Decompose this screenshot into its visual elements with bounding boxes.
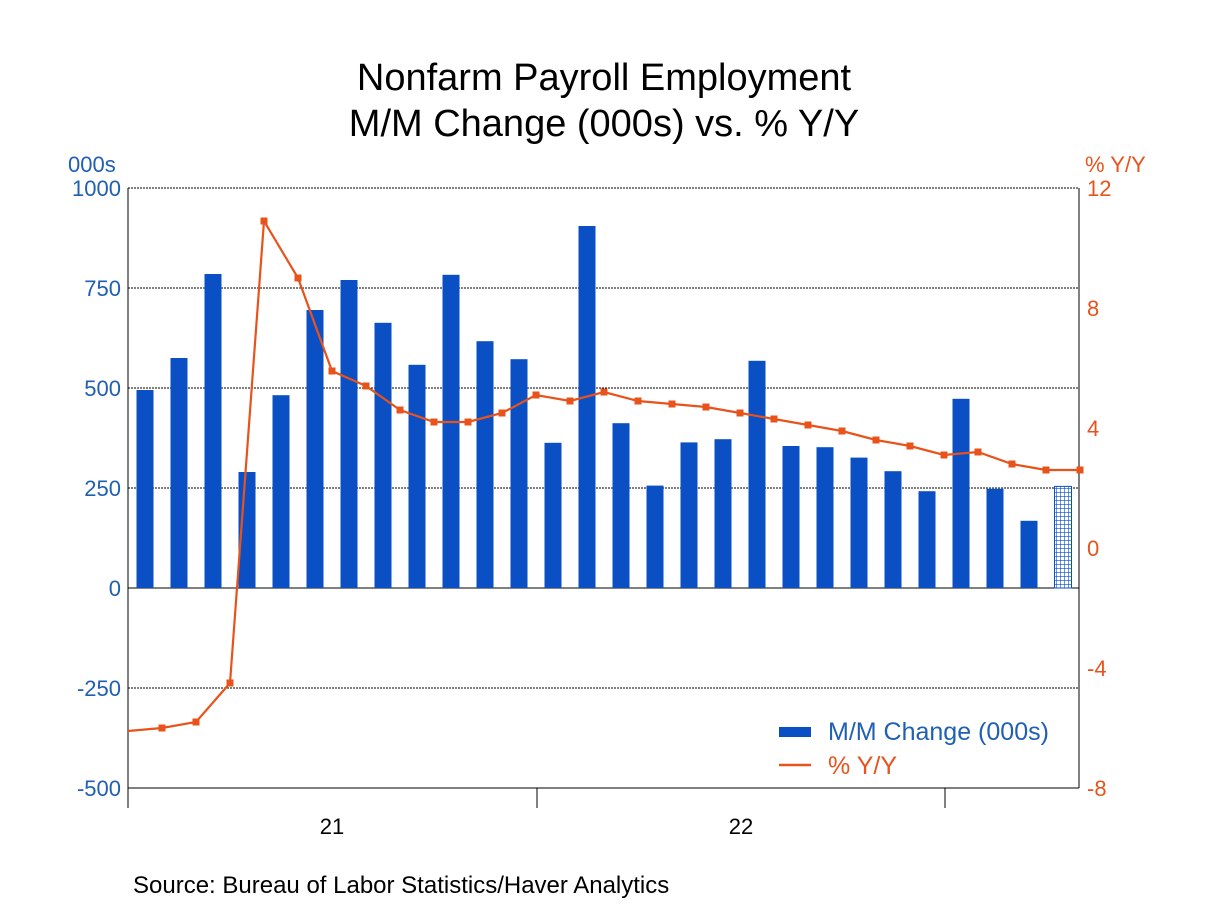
y-left-tick-label: -250 xyxy=(77,676,121,701)
line-point xyxy=(430,418,438,426)
bar xyxy=(816,447,834,588)
legend-line-label: % Y/Y xyxy=(828,752,897,780)
bar xyxy=(170,358,188,588)
line-point xyxy=(260,217,268,225)
bar xyxy=(578,226,596,588)
bar xyxy=(272,395,290,588)
line-point xyxy=(396,406,404,414)
bar xyxy=(374,322,392,588)
legend-bar-label: M/M Change (000s) xyxy=(828,718,1049,746)
bar xyxy=(408,364,426,588)
bar xyxy=(136,390,154,588)
bar xyxy=(612,423,630,588)
y-right-tick-label: -8 xyxy=(1087,776,1107,801)
line-point xyxy=(566,397,574,405)
bar xyxy=(340,280,358,588)
chart-subtitle: M/M Change (000s) vs. % Y/Y xyxy=(348,103,860,145)
line-point xyxy=(532,391,540,399)
line-point xyxy=(1042,466,1050,474)
x-tick-label: 22 xyxy=(729,814,753,839)
line-point xyxy=(736,409,744,417)
bar xyxy=(510,359,528,588)
line-point xyxy=(804,421,812,429)
line-point xyxy=(974,448,982,456)
line-point xyxy=(328,367,336,375)
line-point xyxy=(906,442,914,450)
line-point xyxy=(464,418,472,426)
line-point xyxy=(158,724,166,732)
source-note: Source: Bureau of Labor Statistics/Haver… xyxy=(133,872,670,899)
y-right-tick-label: -4 xyxy=(1087,656,1107,681)
bar xyxy=(646,485,664,588)
line-point xyxy=(1076,466,1084,474)
bar xyxy=(952,398,970,588)
y-left-tick-label: 1000 xyxy=(72,176,121,201)
y-left-tick-label: 500 xyxy=(84,376,121,401)
bar-preliminary xyxy=(1054,485,1072,589)
bar xyxy=(204,274,222,588)
line-point xyxy=(770,415,778,423)
bar xyxy=(476,341,494,588)
line-point xyxy=(192,718,200,726)
line-point xyxy=(634,397,642,405)
y-right-tick-label: 4 xyxy=(1087,416,1099,441)
line-point xyxy=(668,400,676,408)
y-left-tick-label: 0 xyxy=(109,576,121,601)
line-point xyxy=(838,427,846,435)
y-left-tick-label: -500 xyxy=(77,776,121,801)
bar xyxy=(306,310,324,588)
line-point xyxy=(294,274,302,282)
bar xyxy=(544,442,562,588)
bar xyxy=(986,488,1004,588)
y-right-axis-label: % Y/Y xyxy=(1085,152,1146,177)
line-point xyxy=(226,679,234,687)
y-right-tick-label: 8 xyxy=(1087,296,1099,321)
chart-title: Nonfarm Payroll Employment xyxy=(356,57,852,99)
bar xyxy=(714,439,732,588)
bar xyxy=(748,360,766,588)
line-point xyxy=(498,409,506,417)
legend-bar-swatch xyxy=(779,727,811,737)
y-left-tick-label: 750 xyxy=(84,276,121,301)
bar xyxy=(918,491,936,588)
bar xyxy=(1020,520,1038,588)
line-series-yy xyxy=(127,217,1080,733)
bar xyxy=(884,471,902,588)
y-left-tick-label: 250 xyxy=(84,476,121,501)
line-point xyxy=(600,388,608,396)
line-point xyxy=(940,451,948,459)
y-right-tick-label: 12 xyxy=(1087,176,1111,201)
bar xyxy=(680,442,698,588)
line-point xyxy=(702,403,710,411)
line-point xyxy=(362,382,370,390)
y-left-axis-label: 000s xyxy=(68,152,116,177)
bar xyxy=(850,457,868,588)
y-right-tick-label: 0 xyxy=(1087,536,1099,561)
line-point xyxy=(872,436,880,444)
x-tick-label: 21 xyxy=(320,814,344,839)
line-point xyxy=(1008,460,1016,468)
bar xyxy=(442,274,460,588)
bar xyxy=(782,446,800,588)
